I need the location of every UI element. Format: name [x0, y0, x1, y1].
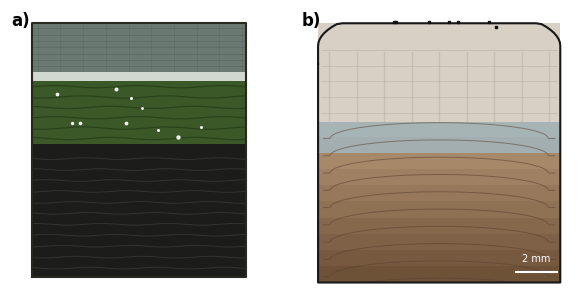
Bar	[318, 137, 560, 153]
Bar	[32, 23, 246, 72]
Bar	[32, 72, 246, 81]
Polygon shape	[318, 23, 560, 283]
Text: 2 mm: 2 mm	[523, 254, 551, 264]
Bar	[318, 202, 560, 218]
Bar	[318, 122, 560, 153]
Bar	[318, 153, 560, 169]
Bar	[318, 169, 560, 185]
Bar	[318, 185, 560, 202]
Bar	[318, 23, 560, 122]
Bar	[318, 250, 560, 266]
Bar	[318, 266, 560, 283]
Bar	[32, 81, 246, 144]
Text: b): b)	[302, 12, 321, 30]
Bar	[32, 144, 246, 277]
Bar	[318, 234, 560, 250]
Bar	[318, 218, 560, 234]
Text: a): a)	[11, 12, 30, 30]
